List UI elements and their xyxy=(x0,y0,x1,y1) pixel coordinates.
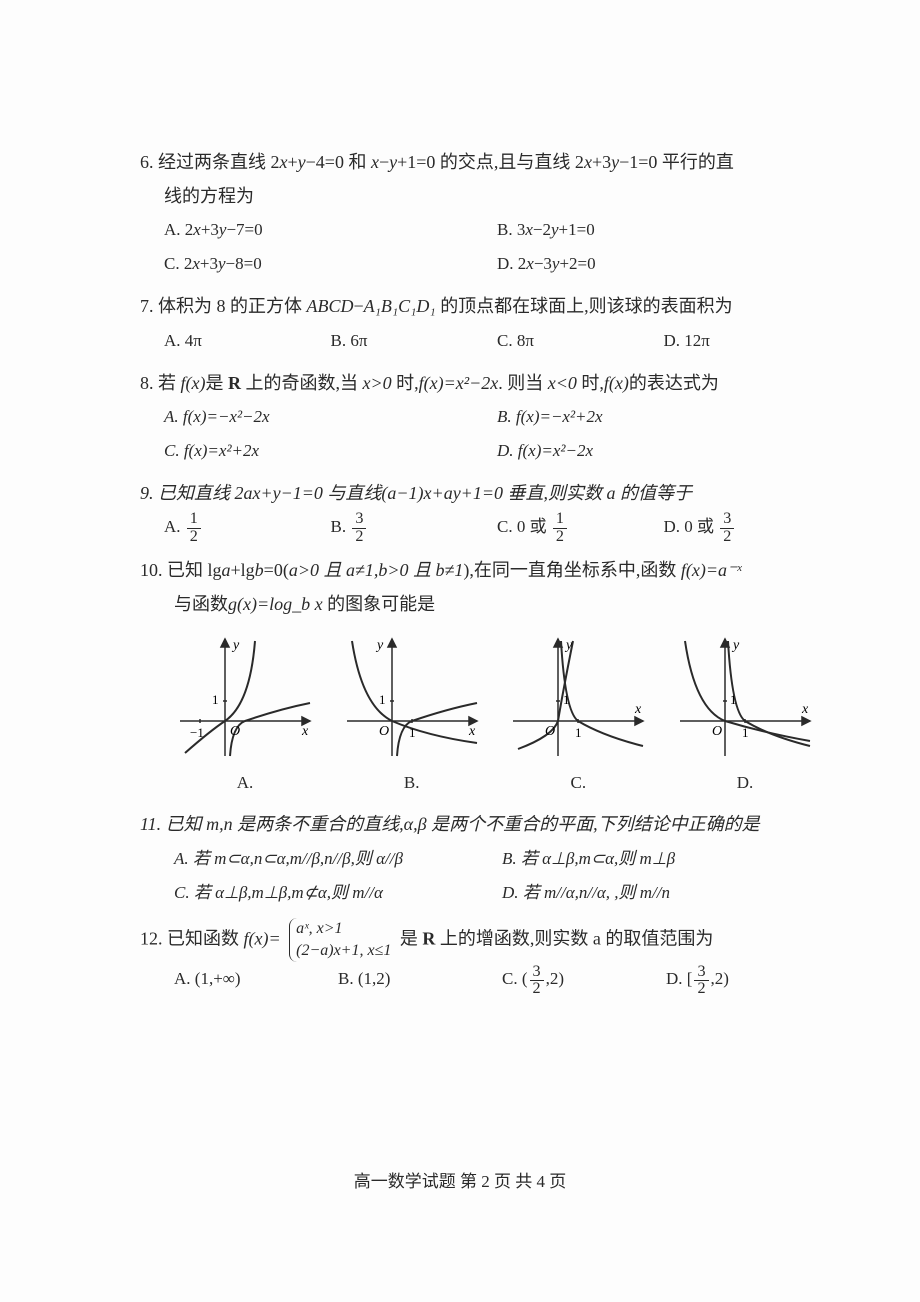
q12-opt-D: D. [32,2) xyxy=(666,962,830,997)
question-11: 11. 已知 m,n 是两条不重合的直线,α,β 是两个不重合的平面,下列结论中… xyxy=(140,807,830,909)
svg-text:1: 1 xyxy=(409,725,416,740)
graph-D-svg: y x O 1 1 xyxy=(670,631,820,761)
svg-text:O: O xyxy=(379,724,389,739)
q6-stem: 6. 经过两条直线 2x+y−4=0 和 x−y+1=0 的交点,且与直线 2x… xyxy=(140,152,734,172)
q6-stem-2: 线的方程为 xyxy=(164,179,830,213)
graph-A: y x O 1 −1 A. xyxy=(170,631,320,799)
graph-B-svg: y x O 1 1 xyxy=(337,631,487,761)
question-7: 7. 体积为 8 的正方体 ABCD−A₁B₁C₁D₁ 的顶点都在球面上,则该球… xyxy=(140,289,830,357)
svg-text:x: x xyxy=(468,724,476,739)
q8-opt-D: D. f(x)=x²−2x xyxy=(497,434,830,468)
q6-opt-B: B. 3x−2y+1=0 xyxy=(497,213,830,247)
svg-text:O: O xyxy=(230,724,240,739)
graph-C: y x O 1 1 C. xyxy=(503,631,653,799)
q7-opt-A: A. 4π xyxy=(164,324,331,358)
question-8: 8. 若 f(x)是 R 上的奇函数,当 x>0 时,f(x)=x²−2x. 则… xyxy=(140,366,830,468)
exam-page: 6. 经过两条直线 2x+y−4=0 和 x−y+1=0 的交点,且与直线 2x… xyxy=(0,0,920,1302)
svg-text:1: 1 xyxy=(563,692,570,707)
svg-text:1: 1 xyxy=(730,692,737,707)
q6-opt-C: C. 2x+3y−8=0 xyxy=(164,247,497,281)
q12-opt-C: C. (32,2) xyxy=(502,962,666,997)
q6-opt-A: A. 2x+3y−7=0 xyxy=(164,213,497,247)
q7-opt-B: B. 6π xyxy=(331,324,498,358)
q11-opt-C: C. 若 α⊥β,m⊥β,m⊄α,则 m//α xyxy=(174,876,502,910)
graph-D: y x O 1 1 D. xyxy=(670,631,820,799)
q11-opt-A: A. 若 m⊂α,n⊂α,m//β,n//β,则 α//β xyxy=(174,842,502,876)
q9-opt-D: D. 0 或 32 xyxy=(664,510,831,545)
q9-opt-B: B. 32 xyxy=(331,510,498,545)
svg-text:1: 1 xyxy=(212,692,219,707)
svg-text:1: 1 xyxy=(575,725,582,740)
q7-opt-D: D. 12π xyxy=(664,324,831,358)
svg-text:O: O xyxy=(712,724,722,739)
svg-text:y: y xyxy=(731,638,740,653)
svg-text:x: x xyxy=(801,702,809,717)
q7-opt-C: C. 8π xyxy=(497,324,664,358)
page-footer: 高一数学试题 第 2 页 共 4 页 xyxy=(0,1167,920,1192)
question-12: 12. 已知函数 f(x)= aˣ, x>1 (2−a)x+1, x≤1 是 R… xyxy=(140,918,830,998)
q12-opt-A: A. (1,+∞) xyxy=(174,962,338,997)
q11-opt-D: D. 若 m//α,n//α, ,则 m//n xyxy=(502,876,830,910)
question-10: 10. 已知 lga+lgb=0(a>0 且 a≠1,b>0 且 b≠1),在同… xyxy=(140,553,830,800)
svg-text:1: 1 xyxy=(742,725,749,740)
question-6: 6. 经过两条直线 2x+y−4=0 和 x−y+1=0 的交点,且与直线 2x… xyxy=(140,145,830,281)
svg-text:x: x xyxy=(634,702,642,717)
graph-C-svg: y x O 1 1 xyxy=(503,631,653,761)
graph-B: y x O 1 1 B. xyxy=(337,631,487,799)
q10-graphs: y x O 1 −1 A. xyxy=(170,631,820,799)
svg-text:x: x xyxy=(301,724,309,739)
q9-opt-A: A. 12 xyxy=(164,510,331,545)
svg-text:−1: −1 xyxy=(190,725,204,740)
piecewise-brace: aˣ, x>1 (2−a)x+1, x≤1 xyxy=(289,918,391,963)
q12-opt-B: B. (1,2) xyxy=(338,962,502,997)
svg-text:O: O xyxy=(545,724,555,739)
graph-A-svg: y x O 1 −1 xyxy=(170,631,320,761)
question-9: 9. 已知直线 2ax+y−1=0 与直线(a−1)x+ay+1=0 垂直,则实… xyxy=(140,476,830,545)
svg-text:1: 1 xyxy=(379,692,386,707)
svg-text:y: y xyxy=(375,638,384,653)
q8-opt-B: B. f(x)=−x²+2x xyxy=(497,400,830,434)
svg-text:y: y xyxy=(564,638,573,653)
svg-text:y: y xyxy=(231,638,240,653)
q9-opt-C: C. 0 或 12 xyxy=(497,510,664,545)
q6-opt-D: D. 2x−3y+2=0 xyxy=(497,247,830,281)
q8-opt-C: C. f(x)=x²+2x xyxy=(164,434,497,468)
q11-opt-B: B. 若 α⊥β,m⊂α,则 m⊥β xyxy=(502,842,830,876)
q8-opt-A: A. f(x)=−x²−2x xyxy=(164,400,497,434)
